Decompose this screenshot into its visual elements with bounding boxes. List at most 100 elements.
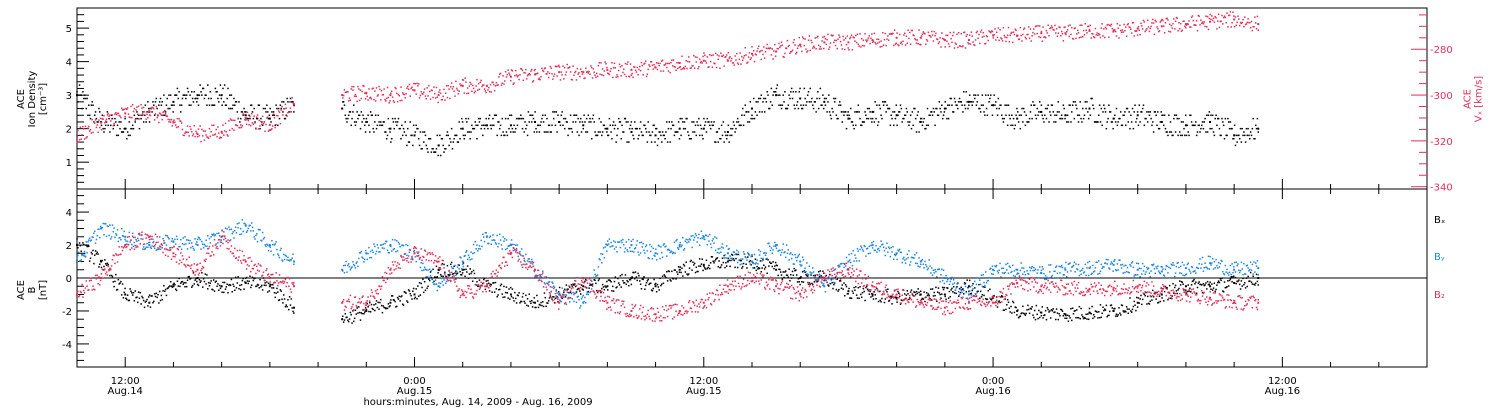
density-dot [1033,104,1036,106]
density-dot [212,104,214,106]
vx-dot [245,123,248,126]
bx-dot [116,288,119,291]
bx-dot [1244,281,1246,284]
bx-dot [805,273,807,276]
bx-dot [1115,313,1118,315]
density-dot [1096,121,1098,123]
bx-dot [183,281,185,284]
by-dot [368,246,370,249]
vx-dot [82,125,84,128]
bx-dot [158,302,160,304]
by-dot [379,251,381,253]
vx-dot [1031,35,1033,37]
density-dot [131,127,133,130]
bx-dot [1089,312,1092,314]
vx-dot [842,35,844,38]
density-dot [493,124,495,127]
density-dot [134,121,136,123]
density-dot [1103,104,1105,106]
density-dot [1170,131,1173,133]
density-dot [698,134,701,137]
bx-dot [606,280,608,283]
density-dot [579,121,581,123]
vx-dot [1250,20,1253,23]
bx-dot [980,296,983,298]
bx-dot [267,282,270,285]
vx-dot [166,115,169,118]
density-dot [596,134,598,137]
density-dot [538,131,541,133]
by-dot [516,244,519,246]
bx-dot [990,298,992,300]
bx-dot [149,306,152,308]
by-dot [264,244,266,246]
by-point [1016,268,1019,271]
density-dot [745,111,747,113]
density-dot [191,91,193,93]
by-dot [256,240,259,243]
bx-dot [704,268,707,270]
bx-dot [563,288,566,291]
bx-dot [427,285,429,288]
bx-dot [474,277,476,279]
by-dot [387,251,390,254]
bx-dot [91,253,93,255]
bx-dot [83,252,86,255]
bx-dot [237,276,239,278]
bx-dot [1099,304,1102,306]
density-dot [1257,131,1259,133]
vx-dot [544,67,547,69]
density-dot [454,134,456,137]
bx-dot [972,282,974,285]
by-dot [124,238,126,241]
density-dot [158,104,160,106]
vx-dot [783,56,785,58]
density-dot [886,104,888,106]
density-dot [546,117,548,120]
vx-dot [213,134,216,136]
density-dot [830,117,833,120]
vx-dot [972,41,974,43]
bx-dot [771,265,773,268]
vx-dot [345,91,347,94]
vx-dot [774,43,776,46]
vx-dot [355,95,358,98]
bx-dot [740,260,742,262]
vx-dot [820,48,822,50]
bx-dot [846,293,849,295]
density-dot [559,124,562,127]
density-dot [720,137,722,140]
density-dot [350,124,352,127]
bx-dot [154,295,157,298]
density-point [847,117,850,120]
density-dot [687,131,689,133]
vx-dot [986,35,989,38]
bx-dot [353,320,355,323]
vx-dot [523,72,525,74]
bx-dot [1206,280,1209,283]
vx-dot [1022,28,1025,31]
density-dot [380,121,382,123]
vx-dot [230,119,233,121]
density-dot [354,124,357,127]
density-point [726,131,729,134]
density-dot [743,114,746,117]
vx-dot [1046,32,1049,34]
density-dot [898,111,901,113]
bx-dot [764,266,767,268]
vx-dot [608,73,611,76]
bx-dot [167,287,169,289]
by-dot [161,247,163,249]
vx-dot [291,97,293,99]
vx-dot [1053,29,1055,31]
bx-dot [527,305,530,307]
bx-dot [196,283,199,286]
density-dot [464,134,466,137]
density-dot [1074,101,1076,103]
vx-dot [694,56,697,58]
density-dot [1226,134,1228,137]
density-dot [132,127,135,130]
bx-dot [1012,301,1015,304]
vx-dot [137,113,139,116]
bx-dot [1248,280,1250,283]
